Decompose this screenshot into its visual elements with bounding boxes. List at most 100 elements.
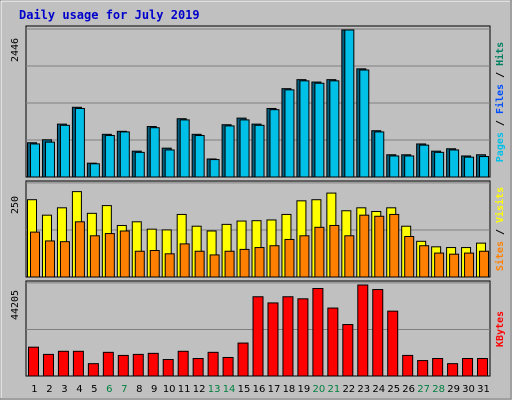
bar-pages-day-22 bbox=[344, 29, 355, 178]
day-label-25: 25 bbox=[387, 384, 400, 395]
bar-pages-day-28 bbox=[434, 151, 445, 178]
bar-sites-day-30 bbox=[464, 252, 475, 278]
bar-pages-day-11 bbox=[179, 119, 190, 178]
bar-pages-day-4 bbox=[74, 107, 85, 178]
day-label-17: 17 bbox=[268, 384, 281, 395]
bar-pages-day-26 bbox=[404, 155, 415, 178]
bar-pages-day-7 bbox=[119, 131, 130, 178]
bar-pages-day-5 bbox=[89, 163, 100, 178]
bar-kbytes-day-10 bbox=[162, 359, 174, 377]
day-label-3: 3 bbox=[61, 384, 67, 395]
bar-sites-day-11 bbox=[179, 243, 190, 278]
legend-entry-sep1: / bbox=[495, 114, 506, 132]
legend-entry-sep1: / bbox=[495, 223, 506, 241]
day-label-7: 7 bbox=[121, 384, 127, 395]
bar-kbytes-day-1 bbox=[28, 346, 39, 377]
bar-pages-day-16 bbox=[254, 124, 265, 178]
bar-kbytes-day-26 bbox=[402, 354, 414, 377]
bar-kbytes-day-22 bbox=[342, 324, 354, 377]
legend-entry-sep2: / bbox=[495, 66, 506, 84]
bar-sites-day-21 bbox=[329, 224, 340, 278]
bar-sites-day-17 bbox=[269, 245, 280, 278]
bar-pages-day-25 bbox=[389, 155, 400, 178]
day-label-4: 4 bbox=[76, 384, 82, 395]
bar-pages-day-20 bbox=[314, 82, 325, 178]
bar-sites-day-16 bbox=[254, 247, 265, 278]
bar-kbytes-day-17 bbox=[267, 302, 279, 377]
day-label-21: 21 bbox=[327, 384, 340, 395]
day-label-8: 8 bbox=[136, 384, 142, 395]
bar-kbytes-day-21 bbox=[327, 307, 339, 377]
bar-sites-day-20 bbox=[314, 226, 325, 278]
bar-pages-day-6 bbox=[104, 135, 115, 178]
bar-kbytes-day-8 bbox=[132, 353, 144, 377]
bar-sites-day-8 bbox=[134, 250, 145, 278]
bar-kbytes-day-25 bbox=[387, 310, 399, 377]
bar-sites-day-5 bbox=[89, 235, 100, 278]
panel-visits-sites: 250 Sites / Visits bbox=[10, 180, 506, 278]
day-label-14: 14 bbox=[223, 384, 236, 395]
day-label-24: 24 bbox=[372, 384, 385, 395]
day-label-19: 19 bbox=[298, 384, 311, 395]
legend-hits-files-pages: Pages / Files / Hits bbox=[494, 42, 506, 162]
day-label-28: 28 bbox=[432, 384, 445, 395]
day-label-23: 23 bbox=[357, 384, 370, 395]
bar-pages-day-31 bbox=[479, 156, 490, 178]
bar-sites-day-29 bbox=[449, 253, 460, 278]
bar-pages-day-1 bbox=[30, 143, 40, 178]
day-label-10: 10 bbox=[163, 384, 176, 395]
bar-sites-day-10 bbox=[164, 253, 175, 278]
bar-pages-day-14 bbox=[224, 125, 235, 178]
bar-pages-day-24 bbox=[374, 131, 385, 178]
bar-kbytes-day-16 bbox=[252, 296, 264, 377]
bar-sites-day-7 bbox=[119, 230, 130, 278]
chart-panels: 2446 Pages / Files / Hits 250 Sites / Visit… bbox=[10, 25, 506, 377]
bar-pages-day-9 bbox=[149, 127, 160, 178]
day-label-15: 15 bbox=[238, 384, 251, 395]
bar-kbytes-day-27 bbox=[417, 360, 429, 377]
x-axis-day-labels: 1 2 3 4 5 6 7 8 9 10 11 12 13 14 15 16 17 18 19 20 21 22 23 24 2… bbox=[31, 384, 490, 395]
bar-kbytes-day-6 bbox=[102, 351, 114, 377]
bar-kbytes-day-11 bbox=[177, 350, 189, 377]
legend-entry-hits: Hits bbox=[494, 42, 506, 66]
bar-sites-day-18 bbox=[284, 238, 295, 278]
bar-sites-day-4 bbox=[74, 221, 85, 278]
bar-pages-day-18 bbox=[284, 89, 295, 178]
day-label-27: 27 bbox=[417, 384, 430, 395]
bar-sites-day-19 bbox=[299, 235, 310, 278]
bar-sites-day-3 bbox=[59, 241, 70, 278]
bar-kbytes-day-3 bbox=[57, 350, 69, 377]
bar-sites-day-31 bbox=[479, 250, 490, 278]
legend-entry-pages: Pages bbox=[495, 132, 506, 162]
bar-pages-day-21 bbox=[329, 80, 340, 178]
bar-sites-day-9 bbox=[149, 250, 160, 278]
day-label-29: 29 bbox=[447, 384, 460, 395]
bar-pages-day-19 bbox=[299, 80, 310, 178]
day-label-22: 22 bbox=[342, 384, 355, 395]
bar-kbytes-day-18 bbox=[282, 296, 294, 377]
chart-title: Daily usage for July 2019 bbox=[19, 8, 200, 22]
bar-kbytes-day-4 bbox=[72, 350, 84, 377]
bar-kbytes-day-28 bbox=[432, 358, 444, 377]
bar-kbytes-day-31 bbox=[477, 358, 489, 377]
bar-pages-day-17 bbox=[269, 109, 280, 178]
bar-sites-day-26 bbox=[404, 236, 415, 278]
bar-pages-day-27 bbox=[419, 144, 430, 178]
day-label-12: 12 bbox=[193, 384, 206, 395]
bar-sites-day-27 bbox=[419, 245, 430, 278]
legend-entry-files: Files bbox=[494, 84, 506, 114]
day-label-30: 30 bbox=[462, 384, 475, 395]
bar-kbytes-day-12 bbox=[192, 358, 204, 377]
bar-pages-day-3 bbox=[59, 124, 70, 178]
bar-sites-day-25 bbox=[389, 213, 400, 278]
bar-pages-day-10 bbox=[164, 149, 175, 178]
bar-sites-day-28 bbox=[434, 252, 445, 278]
bar-kbytes-day-19 bbox=[297, 298, 309, 377]
bar-kbytes-day-5 bbox=[87, 363, 99, 377]
day-label-2: 2 bbox=[46, 384, 52, 395]
day-label-26: 26 bbox=[402, 384, 415, 395]
bar-sites-day-12 bbox=[194, 250, 205, 278]
